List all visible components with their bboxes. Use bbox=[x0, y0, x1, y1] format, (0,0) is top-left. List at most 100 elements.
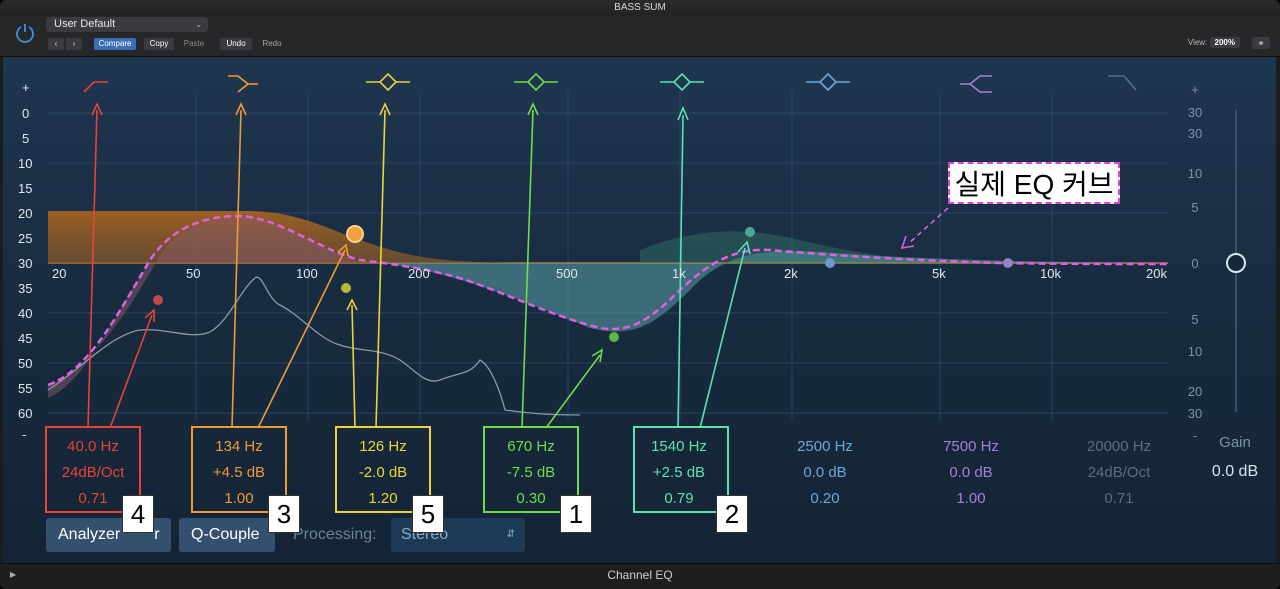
badge-1: 1 bbox=[560, 495, 592, 533]
freq-label: 100 bbox=[296, 266, 318, 281]
band3-gain[interactable]: +4.5 dB bbox=[212, 464, 266, 481]
scale-label: 10 bbox=[18, 156, 33, 171]
power-icon[interactable] bbox=[14, 22, 36, 44]
band3-frequency[interactable]: 134 Hz bbox=[215, 438, 263, 455]
freq-label: 2k bbox=[784, 266, 798, 281]
badge-2: 2 bbox=[716, 495, 748, 533]
link-icon[interactable]: ⚭ bbox=[1252, 37, 1270, 49]
q-couple-button[interactable]: Q-Couple bbox=[179, 518, 275, 552]
band6-params[interactable]: 2500 Hz 0.0 dB 0.20 bbox=[760, 434, 890, 512]
band1-gain[interactable]: -7.5 dB bbox=[506, 464, 556, 481]
band3-params[interactable]: 134 Hz +4.5 dB 1.00 bbox=[174, 434, 304, 512]
freq-label: 1k bbox=[672, 266, 686, 281]
analyzer-label-suffix: r bbox=[154, 526, 160, 543]
footer-title: Channel EQ bbox=[607, 568, 673, 582]
undo-button[interactable]: Undo bbox=[220, 38, 252, 50]
band1-params[interactable]: 670 Hz -7.5 dB 0.30 bbox=[466, 434, 596, 512]
scale-label: 15 bbox=[18, 181, 33, 196]
processing-label: Processing: bbox=[293, 526, 377, 543]
scale-label: 0 bbox=[22, 106, 30, 121]
window-title: BASS SUM bbox=[0, 0, 1280, 16]
scale-label: 0 bbox=[1191, 256, 1199, 271]
scale-label: 60 bbox=[18, 406, 33, 421]
scale-label: 35 bbox=[18, 281, 33, 296]
scale-label: 30 bbox=[18, 256, 33, 271]
scale-label: 20 bbox=[18, 206, 33, 221]
scale-label: 40 bbox=[18, 306, 33, 321]
gain-label: Gain bbox=[1219, 434, 1251, 451]
band2-frequency[interactable]: 1540 Hz bbox=[651, 438, 707, 455]
scale-label: - bbox=[1192, 428, 1198, 443]
next-preset-button[interactable]: › bbox=[66, 38, 82, 50]
scale-label: 50 bbox=[18, 356, 33, 371]
band4-frequency[interactable]: 40.0 Hz bbox=[67, 438, 119, 455]
scale-label: + bbox=[1191, 82, 1199, 97]
view-zoom[interactable]: View: 200% bbox=[1187, 37, 1240, 48]
badge-4: 4 bbox=[122, 495, 154, 533]
scale-label: - bbox=[22, 427, 27, 442]
view-label: View: bbox=[1187, 38, 1208, 47]
plugin-header: User Default ⌄ ‹ › Compare Copy Paste Un… bbox=[0, 16, 1280, 57]
plugin-footer: ▶ Channel EQ bbox=[0, 563, 1280, 589]
band7-gain[interactable]: 0.0 dB bbox=[949, 464, 993, 481]
band5-q[interactable]: 1.20 bbox=[368, 490, 398, 507]
scale-label: 5 bbox=[22, 131, 30, 146]
band8-frequency[interactable]: 20000 Hz bbox=[1086, 438, 1152, 455]
band8-params[interactable]: 20000 Hz 24dB/Oct 0.71 bbox=[1054, 434, 1184, 512]
band5-params[interactable]: 126 Hz -2.0 dB 1.20 bbox=[318, 434, 448, 512]
band2-params[interactable]: 1540 Hz +2.5 dB 0.79 bbox=[614, 434, 744, 512]
chevron-down-icon: ⌄ bbox=[195, 20, 202, 29]
previous-preset-button[interactable]: ‹ bbox=[48, 38, 64, 50]
scale-label: 10 bbox=[1187, 166, 1203, 181]
band6-frequency[interactable]: 2500 Hz bbox=[797, 438, 853, 455]
freq-label: 10k bbox=[1040, 266, 1061, 281]
freq-label: 200 bbox=[408, 266, 430, 281]
band6-gain[interactable]: 0.0 dB bbox=[803, 464, 847, 481]
band5-frequency[interactable]: 126 Hz bbox=[359, 438, 407, 455]
scale-label: 30 bbox=[1187, 105, 1203, 120]
copy-button[interactable]: Copy bbox=[144, 38, 174, 50]
scale-label: 25 bbox=[18, 231, 33, 246]
band5-gain[interactable]: -2.0 dB bbox=[358, 464, 408, 481]
band4-q[interactable]: 0.71 bbox=[78, 490, 108, 507]
redo-button[interactable]: Redo bbox=[262, 39, 282, 48]
band2-gain[interactable]: +2.5 dB bbox=[652, 464, 706, 481]
compare-button[interactable]: Compare bbox=[94, 38, 136, 50]
band1-frequency[interactable]: 670 Hz bbox=[507, 438, 555, 455]
scale-label: 5 bbox=[1191, 312, 1199, 327]
band7-q[interactable]: 1.00 bbox=[956, 490, 986, 507]
scale-label: 55 bbox=[18, 381, 33, 396]
band4-params[interactable]: 40.0 Hz 24dB/Oct 0.71 bbox=[28, 434, 158, 512]
scale-label: 5 bbox=[1191, 200, 1199, 215]
scale-label: + bbox=[22, 80, 30, 95]
scale-label: 30 bbox=[1187, 126, 1203, 141]
preset-name: User Default bbox=[54, 18, 116, 30]
freq-label: 50 bbox=[186, 266, 201, 281]
scale-label: 30 bbox=[1187, 406, 1203, 421]
band4-slope[interactable]: 24dB/Oct bbox=[61, 464, 125, 481]
badge-3: 3 bbox=[268, 495, 300, 533]
badge-5: 5 bbox=[412, 495, 444, 533]
preset-dropdown[interactable]: User Default ⌄ bbox=[46, 17, 208, 32]
gain-value[interactable]: 0.0 dB bbox=[1211, 463, 1259, 480]
band8-slope[interactable]: 24dB/Oct bbox=[1087, 464, 1151, 481]
disclosure-triangle-icon[interactable]: ▶ bbox=[10, 570, 17, 579]
band7-frequency[interactable]: 7500 Hz bbox=[943, 438, 999, 455]
view-value: 200% bbox=[1209, 37, 1240, 48]
band7-params[interactable]: 7500 Hz 0.0 dB 1.00 bbox=[906, 434, 1036, 512]
band6-q[interactable]: 0.20 bbox=[810, 490, 840, 507]
analyzer-label: Analyzer bbox=[58, 526, 121, 543]
freq-label: 20k bbox=[1146, 266, 1167, 281]
scale-label: 20 bbox=[1187, 384, 1203, 399]
freq-label: 5k bbox=[932, 266, 946, 281]
freq-label: 20 bbox=[52, 266, 67, 281]
scale-label: 10 bbox=[1187, 344, 1203, 359]
band1-q[interactable]: 0.30 bbox=[516, 490, 546, 507]
band8-q[interactable]: 0.71 bbox=[1104, 490, 1134, 507]
eq-curve-annotation: 실제 EQ 커브 bbox=[948, 162, 1120, 204]
band3-q[interactable]: 1.00 bbox=[224, 490, 254, 507]
updown-chevron-icon: ⇵ bbox=[506, 529, 515, 540]
paste-button[interactable]: Paste bbox=[183, 39, 205, 48]
band2-q[interactable]: 0.79 bbox=[664, 490, 694, 507]
